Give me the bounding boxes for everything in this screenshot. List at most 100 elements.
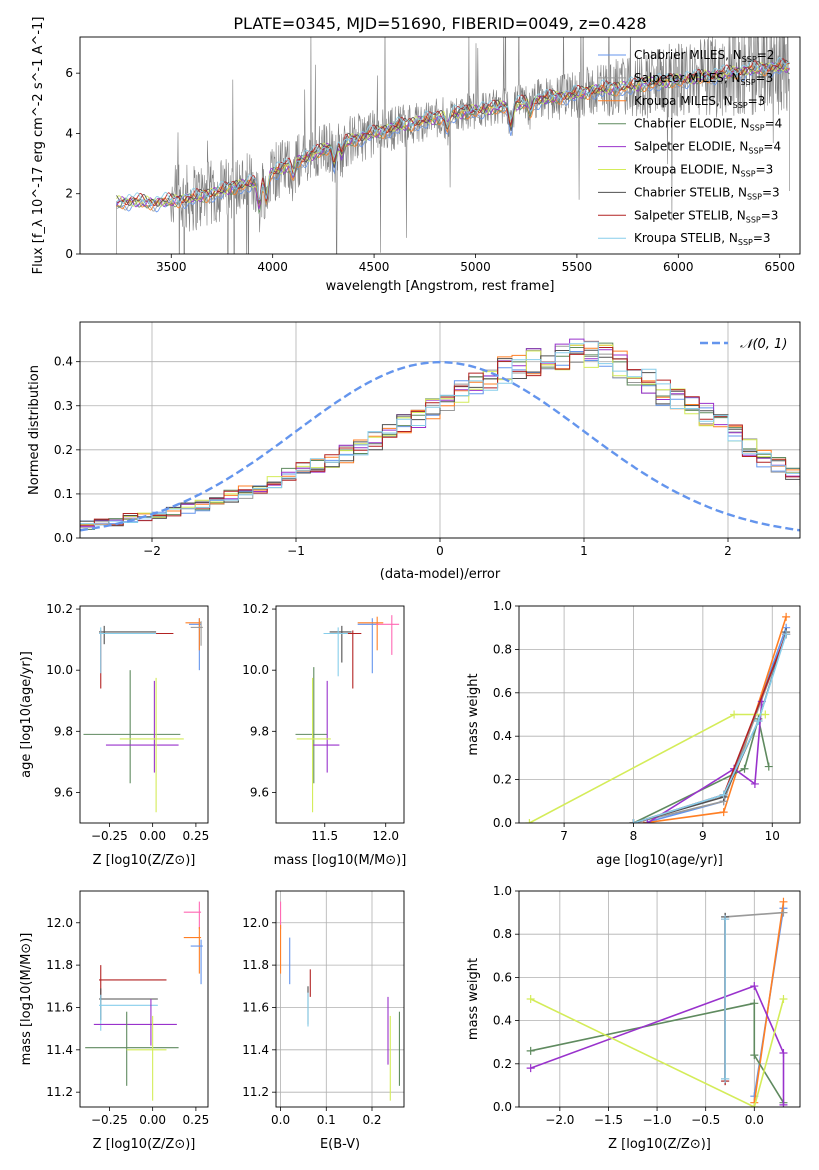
legend: 𝒩(0, 1) <box>700 337 787 352</box>
x-axis-label: age [log10(age/yr)] <box>596 853 723 868</box>
series-marker <box>750 1103 759 1107</box>
x-axis-label: mass [log10(M/M⊙)] <box>274 853 407 868</box>
series-marker <box>782 630 791 639</box>
y-tick-label: 11.6 <box>242 1000 269 1014</box>
series-marker <box>719 790 728 799</box>
x-tick-label: −0.5 <box>691 1113 720 1127</box>
series-marker <box>525 819 534 823</box>
x-tick-label: 12.0 <box>372 829 399 843</box>
legend-label: Chabrier ELODIE, NSSP=4 <box>634 117 782 133</box>
model-fit-chabrier-elodie <box>116 62 790 215</box>
y-tick-label: 0.0 <box>54 531 73 545</box>
x-axis-label: Z [log10(Z/Z⊙)] <box>93 1137 196 1152</box>
errorbar-point <box>329 625 352 663</box>
axes-frame <box>275 890 405 1108</box>
model-fit-chabrier-stelib <box>116 59 790 207</box>
y-axis-label: age [log10(age/yr)] <box>19 651 34 778</box>
panel-massweight_vs_age: 7 8 9 10 0.0 0.2 0.4 0.6 0.8 1.0 age [log10(age/yr… <box>466 599 801 868</box>
axes-frame <box>79 36 801 255</box>
series-marker <box>526 995 535 1003</box>
y-tick-label: 10.0 <box>46 663 73 677</box>
panel-mass_vs_Z: −0.25 0.00 0.25 11.2 11.4 11.6 11.8 12.0 Z [log1… <box>19 890 209 1152</box>
x-tick-label: −0.25 <box>91 1113 128 1127</box>
errorbar-point <box>295 667 328 784</box>
errorbar-point <box>312 680 340 773</box>
legend-label: Chabrier STELIB, NSSP=3 <box>634 185 780 201</box>
y-tick-label: 2 <box>65 187 73 201</box>
panel-spectrum: 3500 4000 4500 5000 5500 6000 6500 0 2 4 6 waveleng… <box>31 17 801 294</box>
series-marker <box>779 1049 788 1057</box>
panel-age_vs_Z: −0.25 0.00 0.25 9.6 9.8 10.0 10.2 Z [log10(Z/Z⊙… <box>19 602 209 868</box>
y-tick-label: 0.3 <box>54 399 73 413</box>
x-axis-label: wavelength [Angstrom, rest frame] <box>326 279 555 294</box>
y-tick-label: 0.2 <box>54 443 73 457</box>
errorbar-point <box>183 927 202 974</box>
errorbar-point <box>357 618 379 674</box>
x-axis-label: Z [log10(Z/Z⊙)] <box>93 853 196 868</box>
series-marker <box>730 710 739 719</box>
y-tick-label: 6 <box>65 66 73 80</box>
model-fit-salpeter-miles <box>116 63 790 212</box>
y-tick-label: 11.2 <box>46 1085 73 1099</box>
x-tick-label: 0.00 <box>139 829 166 843</box>
y-tick-label: 0.0 <box>493 1100 512 1114</box>
series-kroupa-stelib <box>633 633 787 823</box>
axes-frame <box>79 321 801 539</box>
series-marker <box>750 982 759 991</box>
x-tick-label: −1.5 <box>594 1113 623 1127</box>
legend: Chabrier MILES, NSSP=2 Salpeter MILES, NS… <box>598 48 782 247</box>
errorbar-point <box>85 1011 179 1086</box>
x-tick-label: 0.1 <box>317 1113 336 1127</box>
axes-frame <box>79 605 209 824</box>
series-marker <box>750 1051 759 1060</box>
figure-title: PLATE=0345, MJD=51690, FIBERID=0049, z=0… <box>233 14 646 33</box>
y-tick-label: 10.2 <box>46 602 73 616</box>
y-axis-label: mass [log10(M/M⊙)] <box>19 933 34 1066</box>
x-tick-label: −1 <box>287 544 305 558</box>
y-tick-label: 10.2 <box>242 602 269 616</box>
y-tick-label: 0.8 <box>493 642 512 656</box>
series-marker <box>764 762 773 771</box>
axes-frame <box>79 890 209 1108</box>
errorbar-point <box>99 625 157 645</box>
panel-residuals: −2 −1 0 1 2 0.0 0.1 0.2 0.3 0.4 (data-model)/error… <box>27 321 801 582</box>
y-tick-label: 9.8 <box>250 724 269 738</box>
y-tick-label: 0.4 <box>54 355 73 369</box>
errorbar-point <box>119 677 184 813</box>
series-marker <box>761 710 770 719</box>
series-marker <box>721 1074 730 1083</box>
axes-frame <box>518 605 801 824</box>
x-tick-label: 5000 <box>460 260 491 274</box>
x-tick-label: 5500 <box>562 260 593 274</box>
x-tick-label: 10 <box>765 829 780 843</box>
y-axis-label: Flux [f_λ 10^-17 erg cm^-2 s^-1 A^-1] <box>31 17 46 275</box>
y-tick-label: 1.0 <box>493 884 512 898</box>
y-tick-label: 0 <box>65 247 73 261</box>
x-tick-label: 4500 <box>359 260 390 274</box>
y-tick-label: 12.0 <box>46 916 73 930</box>
series-marker <box>779 897 788 906</box>
y-tick-label: 11.2 <box>242 1085 269 1099</box>
y-tick-label: 0.8 <box>493 927 512 941</box>
legend-label: Salpeter MILES, NSSP=3 <box>634 71 773 87</box>
x-tick-label: 11.5 <box>311 829 338 843</box>
x-tick-label: 7 <box>560 829 568 843</box>
axes-frame <box>518 890 801 1108</box>
y-tick-label: 0.6 <box>493 686 512 700</box>
x-tick-label: 4000 <box>257 260 288 274</box>
errorbar-point <box>93 999 177 1046</box>
x-tick-label: 6000 <box>663 260 694 274</box>
errorbar-point <box>83 670 181 784</box>
axes-frame <box>275 605 405 824</box>
series-marker <box>754 717 763 726</box>
series-marker <box>779 908 788 917</box>
series-salpeter-elodie <box>530 984 785 1105</box>
x-axis-label: Z [log10(Z/Z⊙)] <box>608 1137 711 1152</box>
x-tick-label: 0.25 <box>183 829 210 843</box>
y-tick-label: 0.2 <box>493 1057 512 1071</box>
histogram-kroupa-stelib <box>80 341 800 526</box>
panel-age_vs_mass: 11.5 12.0 9.6 9.8 10.0 10.2 mass [log10(M/M⊙)] <box>242 602 406 868</box>
x-tick-label: 9 <box>699 829 707 843</box>
y-tick-label: 11.8 <box>46 958 73 972</box>
y-tick-label: 0.4 <box>493 1014 512 1028</box>
